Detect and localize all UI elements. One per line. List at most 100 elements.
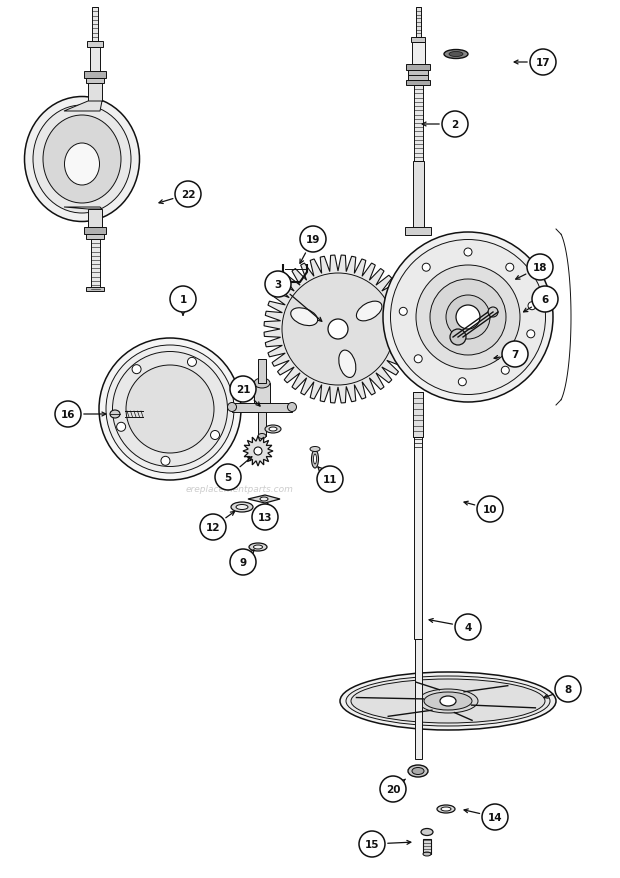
- Ellipse shape: [25, 97, 140, 222]
- Circle shape: [252, 505, 278, 530]
- Bar: [92, 8, 98, 42]
- Ellipse shape: [340, 673, 556, 730]
- Ellipse shape: [423, 852, 431, 856]
- Text: 13: 13: [258, 513, 272, 522]
- Text: 11: 11: [323, 474, 337, 485]
- Ellipse shape: [265, 426, 281, 434]
- Polygon shape: [243, 436, 273, 466]
- Circle shape: [211, 431, 219, 440]
- Circle shape: [446, 296, 490, 340]
- Circle shape: [399, 308, 407, 316]
- Ellipse shape: [346, 676, 550, 726]
- Bar: [408, 76, 428, 81]
- Circle shape: [265, 271, 291, 298]
- Bar: [86, 79, 104, 84]
- Bar: [405, 227, 431, 235]
- Circle shape: [170, 287, 196, 313]
- Polygon shape: [264, 255, 412, 404]
- Circle shape: [317, 466, 343, 493]
- Circle shape: [380, 776, 406, 802]
- Circle shape: [450, 329, 466, 346]
- Bar: [258, 360, 266, 384]
- Circle shape: [328, 320, 348, 340]
- Circle shape: [555, 676, 581, 702]
- Circle shape: [430, 280, 506, 356]
- Circle shape: [230, 377, 256, 402]
- Ellipse shape: [110, 411, 120, 419]
- Ellipse shape: [228, 403, 236, 412]
- Ellipse shape: [99, 339, 241, 480]
- Ellipse shape: [260, 498, 268, 501]
- Circle shape: [482, 804, 508, 830]
- Ellipse shape: [236, 505, 248, 510]
- Circle shape: [416, 266, 520, 370]
- Circle shape: [300, 227, 326, 253]
- Circle shape: [230, 550, 256, 575]
- Text: 5: 5: [224, 472, 232, 482]
- Text: 15: 15: [365, 839, 379, 849]
- Text: 3: 3: [275, 280, 281, 290]
- Circle shape: [464, 248, 472, 256]
- Circle shape: [530, 50, 556, 76]
- Circle shape: [502, 367, 509, 375]
- Ellipse shape: [254, 545, 262, 550]
- Bar: [415, 639, 422, 759]
- Ellipse shape: [424, 692, 472, 710]
- Ellipse shape: [231, 502, 253, 513]
- Bar: [86, 234, 104, 240]
- Bar: [84, 72, 106, 79]
- Text: 21: 21: [236, 385, 250, 394]
- Bar: [414, 437, 422, 639]
- Circle shape: [528, 302, 536, 310]
- Circle shape: [532, 287, 558, 313]
- Circle shape: [282, 274, 394, 385]
- Ellipse shape: [112, 352, 228, 467]
- Circle shape: [55, 401, 81, 428]
- Ellipse shape: [440, 696, 456, 706]
- Ellipse shape: [356, 302, 382, 321]
- Bar: [254, 384, 270, 404]
- Ellipse shape: [444, 50, 468, 60]
- Text: 12: 12: [206, 522, 220, 532]
- Bar: [412, 43, 425, 65]
- Ellipse shape: [339, 350, 356, 378]
- Circle shape: [422, 264, 430, 272]
- Text: 1: 1: [179, 295, 187, 305]
- Ellipse shape: [441, 807, 451, 811]
- Circle shape: [455, 615, 481, 640]
- Circle shape: [477, 496, 503, 522]
- Polygon shape: [64, 208, 102, 210]
- Text: 8: 8: [564, 684, 572, 694]
- Bar: [415, 8, 420, 38]
- Ellipse shape: [43, 116, 121, 204]
- Circle shape: [458, 378, 466, 386]
- Bar: [412, 162, 423, 230]
- Circle shape: [456, 306, 480, 329]
- Circle shape: [442, 112, 468, 138]
- Ellipse shape: [314, 455, 316, 464]
- Ellipse shape: [449, 53, 463, 57]
- Bar: [88, 210, 102, 227]
- Circle shape: [215, 464, 241, 491]
- Ellipse shape: [126, 365, 214, 453]
- Ellipse shape: [311, 450, 319, 469]
- Circle shape: [506, 264, 514, 272]
- Text: ereplacementparts.com: ereplacementparts.com: [186, 485, 294, 494]
- Bar: [414, 86, 422, 162]
- Circle shape: [187, 358, 197, 367]
- Circle shape: [488, 307, 498, 318]
- Text: 20: 20: [386, 784, 401, 794]
- Text: 9: 9: [239, 558, 247, 567]
- Bar: [86, 288, 104, 291]
- Ellipse shape: [291, 308, 317, 327]
- Circle shape: [527, 330, 535, 338]
- Bar: [91, 240, 99, 290]
- Circle shape: [175, 182, 201, 208]
- Ellipse shape: [254, 378, 270, 389]
- Text: 17: 17: [536, 58, 551, 68]
- Circle shape: [414, 356, 422, 363]
- Ellipse shape: [249, 543, 267, 551]
- Text: 2: 2: [451, 120, 459, 130]
- Circle shape: [132, 365, 141, 374]
- Ellipse shape: [64, 144, 99, 186]
